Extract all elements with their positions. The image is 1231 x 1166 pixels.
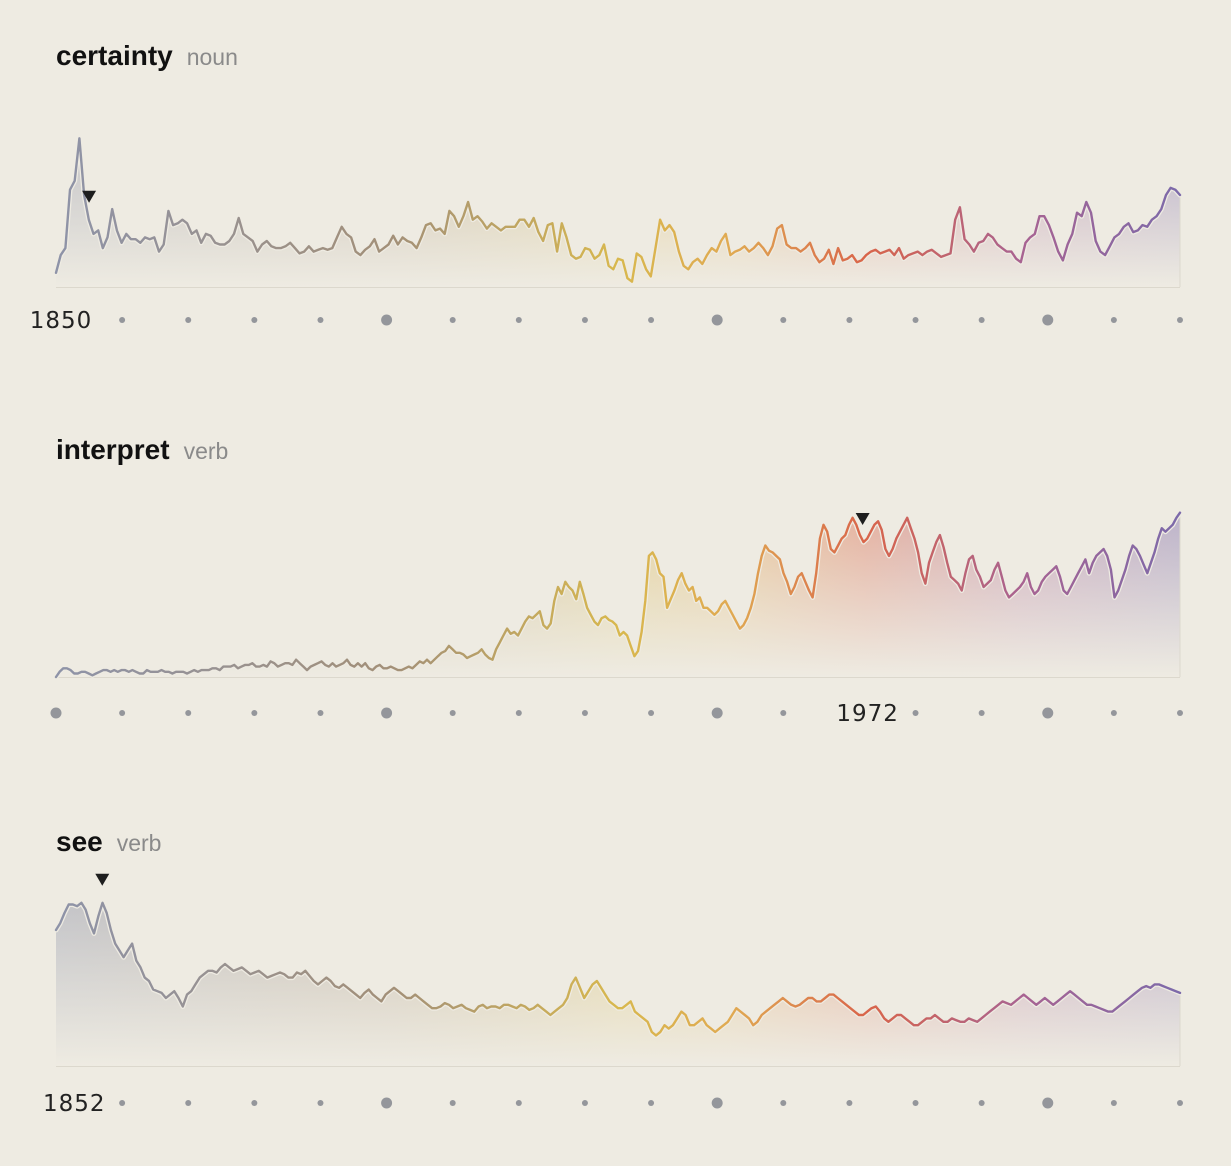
year-dot	[648, 317, 655, 323]
part-of-speech-label: verb	[183, 438, 229, 464]
year-dot	[515, 1100, 522, 1106]
year-dot	[381, 1097, 393, 1109]
year-dot	[648, 1100, 655, 1106]
word-heading: see verb	[56, 826, 161, 858]
part-of-speech-label: noun	[186, 44, 238, 70]
year-dot	[846, 317, 853, 323]
year-dot	[912, 317, 919, 323]
year-dot	[780, 1100, 787, 1106]
word-title: certainty	[56, 40, 173, 71]
word-heading: interpret verb	[56, 434, 228, 466]
year-dot	[711, 314, 723, 326]
year-dot	[50, 707, 62, 719]
peak-marker-icon	[82, 190, 97, 203]
year-dot	[780, 317, 787, 323]
year-dot	[185, 710, 192, 716]
year-dot	[251, 317, 258, 323]
year-dot	[185, 1100, 192, 1106]
year-dot	[119, 1100, 126, 1106]
word-title: see	[56, 826, 103, 857]
year-dot	[1177, 710, 1183, 716]
series-line	[54, 511, 1182, 679]
year-dot	[846, 1100, 853, 1106]
year-dot	[1177, 317, 1183, 323]
year-dot	[711, 707, 723, 719]
peak-year-label: 1972	[836, 701, 899, 727]
year-dot	[1042, 1097, 1054, 1109]
year-dot	[581, 1100, 588, 1106]
year-dot	[119, 317, 126, 323]
peak-marker-icon	[855, 513, 870, 526]
sparkline-area-chart: 1850	[30, 135, 1183, 334]
year-dot	[515, 710, 522, 716]
year-dot	[780, 710, 787, 716]
series-line	[54, 137, 1182, 283]
year-dot	[978, 317, 985, 323]
year-dot	[912, 1100, 919, 1106]
year-dot	[1042, 707, 1054, 719]
year-dot	[449, 317, 456, 323]
area-fade-overlay	[56, 902, 1180, 1066]
year-dot	[317, 1100, 324, 1106]
year-dot	[1110, 1100, 1117, 1106]
peak-year-label: 1852	[43, 1091, 106, 1117]
year-dot	[515, 317, 522, 323]
year-dot	[381, 314, 393, 326]
year-dot	[648, 710, 655, 716]
year-dot	[449, 710, 456, 716]
year-dot	[1110, 710, 1117, 716]
year-dot	[581, 317, 588, 323]
year-dot	[978, 710, 985, 716]
peak-year-label: 1850	[30, 308, 93, 334]
year-dot	[912, 710, 919, 716]
year-dot	[185, 317, 192, 323]
chart-panel-see: see verb 1852	[0, 826, 1231, 1126]
year-dot	[251, 710, 258, 716]
year-dot	[1042, 314, 1054, 326]
area-fade-overlay	[56, 512, 1180, 677]
word-title: interpret	[56, 434, 170, 465]
sparkline-area-chart: 1972	[50, 510, 1183, 727]
year-dot	[317, 317, 324, 323]
year-dot	[1110, 317, 1117, 323]
year-dot	[251, 1100, 258, 1106]
year-dot	[711, 1097, 723, 1109]
year-dot	[978, 1100, 985, 1106]
sparkline-area-chart: 1852	[43, 873, 1183, 1117]
year-dot	[1177, 1100, 1183, 1106]
series-line	[54, 901, 1182, 1037]
year-dot	[581, 710, 588, 716]
peak-marker-icon	[95, 873, 110, 886]
year-dot	[317, 710, 324, 716]
chart-panel-interpret: interpret verb 1972	[0, 434, 1231, 734]
word-heading: certainty noun	[56, 40, 238, 72]
year-dot	[449, 1100, 456, 1106]
year-dot	[119, 710, 126, 716]
chart-panel-certainty: certainty noun 1850	[0, 40, 1231, 340]
part-of-speech-label: verb	[116, 830, 162, 856]
year-dot	[381, 707, 393, 719]
